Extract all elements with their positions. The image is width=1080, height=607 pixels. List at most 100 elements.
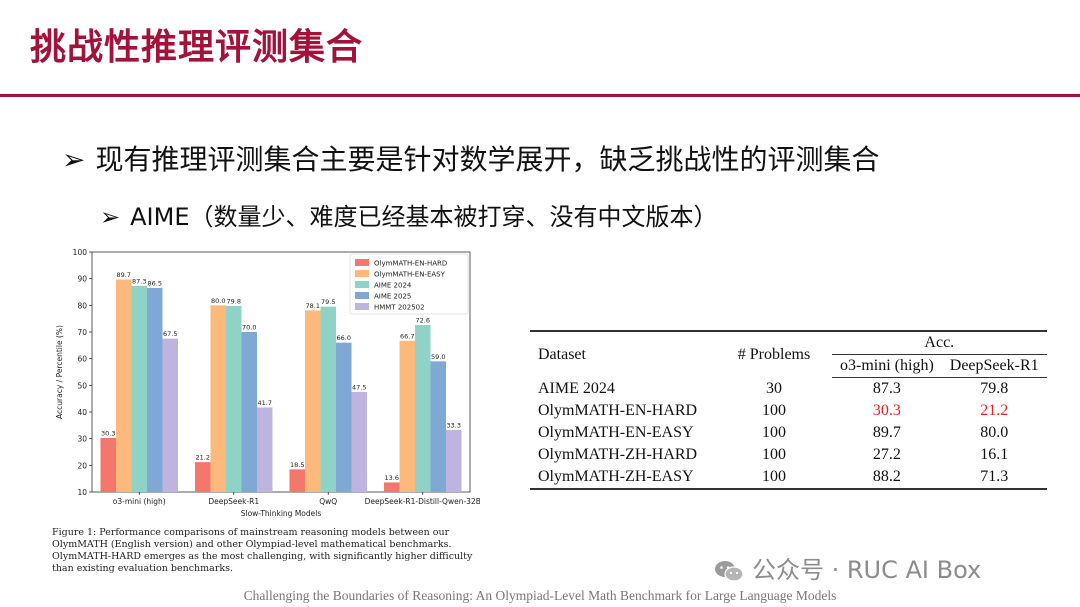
legend-swatch	[355, 270, 369, 277]
bar-value-label: 13.6	[385, 474, 399, 482]
y-tick-label: 100	[73, 248, 88, 257]
bar-value-label: 67.5	[163, 330, 177, 338]
cell-acc-r1-highlight: 21.2	[980, 402, 1009, 419]
cell-dataset: AIME 2024	[538, 379, 615, 397]
watermark-text: 公众号 · RUC AI Box	[752, 556, 982, 584]
header-model-o3: o3-mini (high)	[832, 354, 942, 378]
x-tick-label: o3-mini (high)	[113, 497, 166, 506]
bar	[336, 342, 352, 492]
cell-acc-r1: 16.1	[980, 446, 1009, 463]
cell-dataset: OlymMATH-EN-EASY	[538, 424, 694, 441]
y-tick-label: 20	[77, 461, 87, 470]
bar	[320, 306, 336, 492]
footer-paper-title: Challenging the Boundaries of Reasoning:…	[243, 588, 837, 603]
legend-label: HMMT 202502	[374, 304, 425, 312]
bar-value-label: 89.7	[117, 271, 131, 279]
y-tick-label: 30	[77, 435, 87, 444]
cell-acc-r1: 80.0	[980, 424, 1009, 441]
table-row: OlymMATH-EN-EASY 100 89.7 80.0	[530, 422, 1047, 444]
bar	[131, 285, 147, 492]
legend-swatch	[355, 259, 369, 266]
bar-value-label: 78.1	[306, 302, 320, 310]
bar-value-label: 80.0	[211, 297, 225, 305]
cell-problems: 100	[762, 446, 786, 463]
legend-swatch	[355, 292, 369, 299]
cell-dataset: OlymMATH-ZH-HARD	[538, 446, 698, 463]
y-tick-label: 50	[77, 381, 87, 390]
slide-title: 挑战性推理评测集合	[30, 27, 364, 68]
benchmark-table: Dataset # Problems Acc. o3-mini (high) D…	[530, 330, 1047, 490]
cell-problems: 100	[716, 466, 832, 490]
legend-label: AIME 2025	[374, 293, 411, 301]
table-row: OlymMATH-ZH-HARD 100 27.2 16.1	[530, 444, 1047, 466]
bar	[226, 305, 242, 492]
legend-label: AIME 2024	[374, 282, 412, 290]
bar-value-label: 79.8	[227, 297, 241, 305]
bar-value-label: 79.5	[321, 298, 335, 306]
bar	[415, 325, 431, 492]
watermark: 公众号 · RUC AI Box	[714, 550, 981, 585]
cell-problems: 100	[762, 402, 786, 419]
legend-swatch	[355, 281, 369, 288]
x-axis-label: Slow-Thinking Models	[241, 509, 322, 518]
bar	[147, 288, 163, 492]
header-acc: Acc.	[832, 330, 1047, 355]
x-tick-label: DeepSeek-R1	[208, 497, 259, 506]
bar	[351, 392, 367, 492]
table-subheader-row: o3-mini (high) DeepSeek-R1	[530, 354, 1047, 378]
bar-value-label: 87.3	[132, 277, 146, 285]
bar	[289, 469, 305, 492]
legend-label: OlymMATH-EN-EASY	[374, 271, 446, 279]
bar	[446, 429, 462, 492]
cell-acc-o3-highlight: 30.3	[872, 402, 901, 419]
cell-acc-o3: 27.2	[872, 446, 901, 463]
cell-acc-o3: 87.3	[872, 380, 901, 397]
cell-acc-o3: 89.7	[872, 424, 901, 441]
bar-value-label: 72.6	[416, 317, 430, 325]
header-model-r1: DeepSeek-R1	[941, 354, 1047, 378]
legend-box	[349, 253, 469, 315]
header-dataset: Dataset	[530, 330, 716, 378]
figure-caption: Figure 1: Performance comparisons of mai…	[52, 527, 473, 574]
cell-acc-r1: 79.8	[980, 380, 1009, 397]
cell-acc-r1: 71.3	[941, 466, 1047, 490]
bullet-main: ➢ 现有推理评测集合主要是针对数学展开，缺乏挑战性的评测集合	[62, 138, 879, 178]
bar-value-label: 86.5	[148, 280, 162, 288]
bar-value-label: 21.2	[196, 454, 210, 462]
bar-value-label: 47.5	[352, 384, 366, 392]
x-tick-label: DeepSeek-R1-Distill-Qwen-32B	[365, 497, 480, 506]
y-axis-label: Accuracy / Percentile (%)	[55, 325, 64, 419]
bar-value-label: 66.7	[400, 332, 414, 340]
y-tick-label: 80	[77, 301, 87, 310]
bar-value-label: 30.3	[101, 429, 115, 437]
bar-value-label: 33.3	[447, 421, 461, 429]
bar-value-label: 66.0	[337, 334, 351, 342]
table-header-row: Dataset # Problems Acc.	[530, 330, 1047, 378]
bar-value-label: 70.0	[242, 324, 256, 332]
y-tick-label: 70	[77, 328, 87, 337]
wechat-icon	[715, 561, 744, 582]
cell-problems: 100	[762, 424, 786, 441]
y-tick-label: 60	[77, 355, 87, 364]
bar	[195, 462, 211, 492]
bar	[384, 482, 400, 492]
bar-value-label: 41.7	[258, 399, 272, 407]
legend-swatch	[355, 303, 369, 310]
bullet-arrow-icon: ➢	[100, 203, 121, 231]
bullet-main-text: 现有推理评测集合主要是针对数学展开，缺乏挑战性的评测集合	[95, 143, 880, 176]
legend-label: OlymMATH-EN-HARD	[374, 260, 447, 268]
bar	[162, 338, 178, 492]
bar	[305, 310, 321, 492]
bullet-sub-text: AIME（数量少、难度已经基本被打穿、没有中文版本）	[130, 203, 718, 231]
bar	[257, 407, 273, 492]
table-row: OlymMATH-EN-HARD 100 30.3 21.2	[530, 400, 1047, 422]
cell-acc-o3: 88.2	[832, 466, 942, 490]
y-tick-label: 40	[77, 408, 87, 417]
bar-value-label: 18.5	[290, 461, 304, 469]
y-tick-label: 10	[77, 488, 87, 497]
y-tick-label: 90	[77, 275, 87, 284]
bar	[116, 279, 132, 492]
cell-problems: 30	[766, 379, 782, 397]
cell-dataset: OlymMATH-ZH-EASY	[530, 466, 716, 490]
header-problems: # Problems	[716, 330, 832, 378]
